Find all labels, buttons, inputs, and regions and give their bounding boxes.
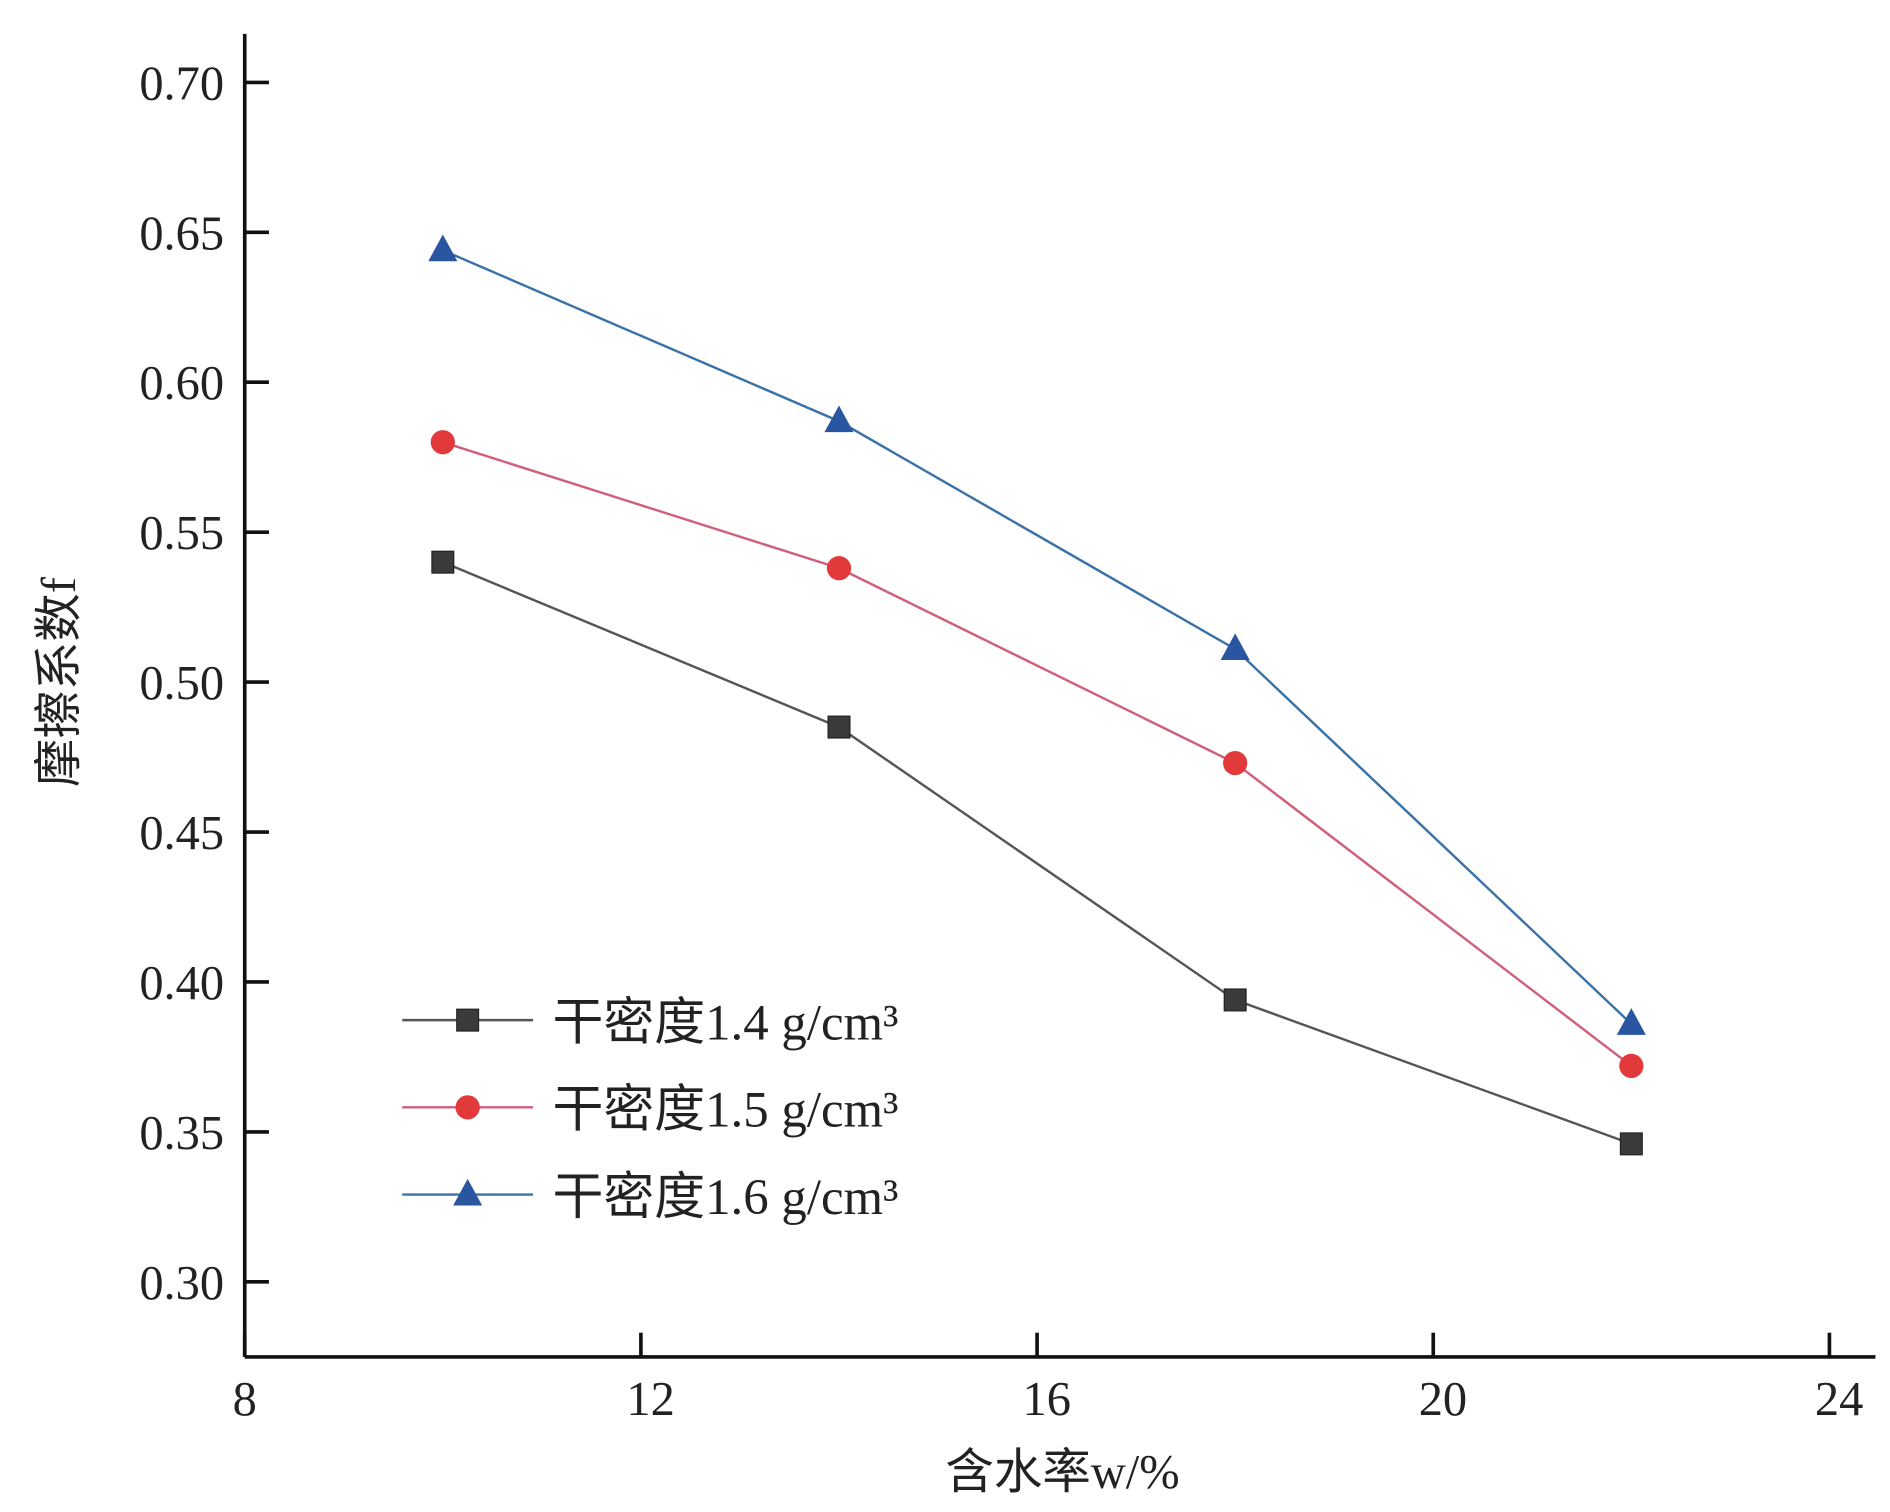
square-marker — [431, 550, 455, 574]
y-tick-label: 0.30 — [139, 1257, 224, 1310]
y-tick-label: 0.70 — [139, 57, 224, 110]
series-3 — [428, 234, 1646, 1035]
series-line — [442, 441, 1633, 1067]
legend-label: 干密度1.4 g/cm³ — [552, 996, 898, 1052]
legend-label: 干密度1.6 g/cm³ — [552, 1170, 898, 1226]
triangle-marker — [1220, 633, 1250, 661]
circle-marker — [455, 1095, 480, 1120]
series-1 — [431, 550, 1643, 1156]
circle-marker — [430, 430, 455, 455]
circle-marker — [1223, 750, 1248, 776]
legend-item: 干密度1.4 g/cm³ — [402, 996, 898, 1052]
square-marker — [1619, 1132, 1643, 1156]
circle-marker — [826, 556, 852, 581]
axes: 0.30 0.35 0.40 0.45 0.50 0.55 0.60 0.65 0.70 8 12 1… — [139, 33, 1876, 1426]
triangle-marker — [453, 1178, 483, 1206]
series-line — [442, 249, 1633, 1025]
circle-marker — [1619, 1053, 1644, 1079]
triangle-marker — [1616, 1008, 1646, 1035]
y-tick-label: 0.40 — [139, 957, 224, 1010]
x-tick-label: 24 — [1815, 1373, 1863, 1426]
series-lines — [428, 234, 1646, 1156]
legend-label: 干密度1.5 g/cm³ — [552, 1083, 898, 1139]
y-tick-label: 0.60 — [139, 357, 224, 410]
legend-item: 干密度1.5 g/cm³ — [402, 1083, 898, 1139]
x-axis-label: 含水率w/% — [945, 1446, 1179, 1499]
square-marker — [1223, 988, 1247, 1012]
series-2 — [430, 430, 1644, 1079]
y-tick-label: 0.65 — [139, 207, 224, 260]
square-marker — [456, 1008, 480, 1032]
triangle-marker — [824, 405, 854, 433]
y-tick-label: 0.55 — [139, 507, 224, 560]
y-axis-label: 摩擦系数f — [33, 576, 86, 787]
x-tick-label: 12 — [626, 1373, 674, 1426]
x-tick-label: 8 — [233, 1373, 257, 1426]
legend: 干密度1.4 g/cm³ 干密度1.5 g/cm³ 干密度1.6 g/cm³ — [402, 996, 898, 1226]
y-tick-label: 0.50 — [139, 657, 224, 710]
square-marker — [827, 715, 851, 739]
x-tick-label: 20 — [1419, 1373, 1467, 1426]
legend-item: 干密度1.6 g/cm³ — [402, 1170, 898, 1226]
triangle-marker — [428, 234, 458, 262]
series-line — [442, 561, 1632, 1146]
x-tick-label: 16 — [1023, 1373, 1071, 1426]
y-tick-label: 0.45 — [139, 807, 224, 860]
y-tick-label: 0.35 — [139, 1107, 224, 1160]
